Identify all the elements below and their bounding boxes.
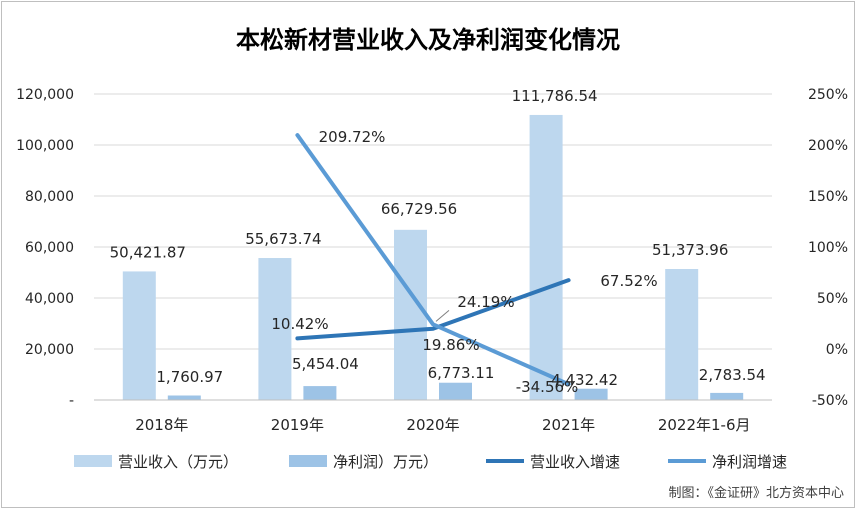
net-profit-data-label: 4,432.42 [551,371,618,389]
right-axis-tick-label: -50% [812,393,848,409]
net-profit-bar [167,395,201,400]
category-label: 2019年 [271,416,324,434]
revenue-growth-data-label: 10.42% [271,315,328,333]
net-profit-growth-data-label: 24.19% [457,293,514,311]
left-axis-tick-label: 80,000 [25,189,74,205]
revenue-bar [665,268,699,400]
revenue-data-label: 111,786.54 [512,87,598,105]
revenue-bar [122,271,156,400]
net-profit-growth-data-label: -34.56% [516,378,579,396]
revenue-data-label: 66,729.56 [381,200,457,218]
revenue-bar [258,258,292,400]
net-profit-data-label: 5,454.04 [292,355,359,373]
net-profit-data-label: 1,760.97 [156,368,223,386]
left-axis-tick-label: 40,000 [25,291,74,307]
revenue-growth-line [295,278,571,341]
net-profit-bar [710,392,744,400]
left-axis-tick-label: 60,000 [25,240,74,256]
legend-label: 营业收入（万元） [118,453,238,471]
chart-title: 本松新材营业收入及净利润变化情况 [236,26,620,54]
revenue-data-label: 51,373.96 [652,241,728,259]
net-profit-growth-data-label: 209.72% [319,128,386,146]
source-note: 制图：《金证研》北方资本中心 [668,485,844,501]
legend-swatch [289,455,327,467]
net-profit-bar [303,386,337,400]
legend-label: 营业收入增速 [530,453,620,471]
revenue-bar [394,229,427,400]
category-label: 2020年 [406,416,459,434]
net-profit-bar [574,388,608,400]
left-axis-tick-label: 20,000 [25,342,74,358]
net-profit-data-label: 6,773.11 [428,364,495,382]
legend-label: 净利润增速 [712,453,787,471]
legend-label: 净利润）万元） [333,453,438,471]
right-axis-tick-label: 0% [826,342,848,358]
right-axis-tick-label: 250% [808,87,848,103]
label-leader-line [435,309,450,322]
revenue-data-label: 50,421.87 [110,243,186,261]
revenue-growth-data-label: 19.86% [422,336,479,354]
right-axis-tick-label: 50% [817,291,848,307]
net-profit-data-label: 2,783.54 [699,366,766,384]
left-axis-tick-label: 100,000 [16,138,74,154]
net-profit-growth-line [295,133,571,387]
left-axis-tick-label: - [69,393,74,409]
revenue-growth-data-label: 67.52% [600,272,657,290]
revenue-bar [529,114,563,400]
left-axis-tick-label: 120,000 [16,87,74,103]
category-label: 2021年 [542,416,595,434]
category-label: 2018年 [135,416,188,434]
right-axis-tick-label: 200% [808,138,848,154]
right-axis-tick-label: 100% [808,240,848,256]
category-label: 2022年1-6月 [658,416,751,434]
legend-swatch [74,455,112,467]
net-profit-bar [439,382,472,400]
revenue-data-label: 55,673.74 [245,230,321,248]
right-axis-tick-label: 150% [808,189,848,205]
